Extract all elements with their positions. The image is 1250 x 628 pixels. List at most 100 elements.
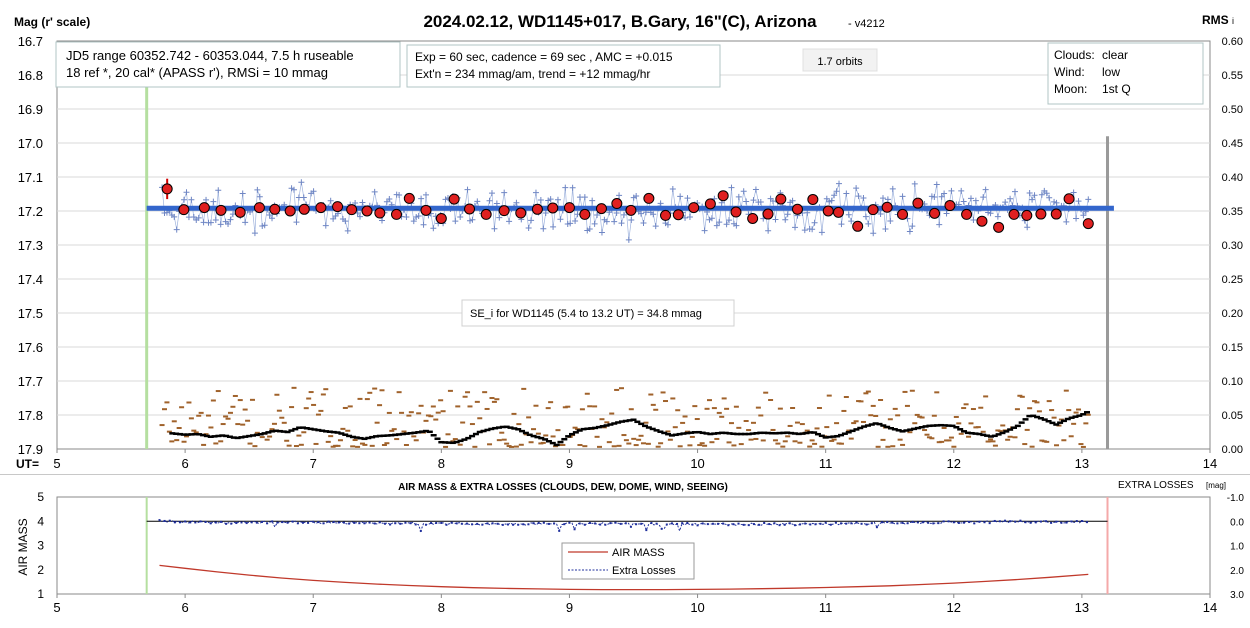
unbinned-point <box>1075 198 1082 205</box>
extra-losses-point <box>312 520 315 523</box>
binned-point <box>1082 218 1094 230</box>
extra-losses-point <box>404 521 407 524</box>
unbinned-point <box>410 218 417 225</box>
se-note: SE_i for WD1145 (5.4 to 13.2 UT) = 34.8 … <box>470 308 702 320</box>
extra-losses-point <box>752 523 755 526</box>
y-tick-label: 17.5 <box>18 306 43 321</box>
unbinned-point <box>616 192 623 199</box>
unbinned-point <box>782 216 789 223</box>
unbinned-point <box>474 198 481 205</box>
binned-point <box>775 193 787 205</box>
top-chart-title: 2024.02.12, WD1145+017, B.Gary, 16"(C), … <box>423 12 817 31</box>
info-box-range: JD5 range 60352.742 - 60353.044, 7.5 h r… <box>55 41 401 88</box>
unbinned-point <box>469 216 476 223</box>
unbinned-point <box>972 197 979 204</box>
binned-point <box>420 204 432 216</box>
unbinned-point <box>418 195 425 202</box>
unbinned-point <box>784 211 791 218</box>
extra-losses-point <box>788 522 791 525</box>
extra-losses-point <box>476 522 479 525</box>
unbinned-point <box>589 197 596 204</box>
unbinned-point <box>831 192 838 199</box>
conditions-box: Clouds: clear Wind: low Moon: 1st Q <box>1047 42 1204 105</box>
unbinned-point <box>327 197 334 204</box>
unbinned-point <box>716 219 723 226</box>
unbinned-point <box>838 221 845 228</box>
unbinned-point <box>594 211 601 218</box>
extra-losses-point <box>281 521 284 524</box>
y-axis-right-ticks: 0.60 0.55 0.50 0.45 0.40 0.35 0.30 0.25 0.20 0.15… <box>1222 36 1243 456</box>
extra-losses-point <box>291 520 294 523</box>
unbinned-point <box>882 226 889 233</box>
unbinned-point <box>210 198 217 205</box>
extra-losses-point <box>809 523 812 526</box>
unbinned-point <box>931 194 938 201</box>
x-tick-label: 8 <box>438 456 445 471</box>
bottom-y-axis-right-ticks: -1.0 0.0 1.0 2.0 3.0 <box>1227 493 1245 601</box>
unbinned-point <box>848 218 855 225</box>
unbinned-point <box>938 193 945 200</box>
extra-losses-point <box>624 522 627 525</box>
unbinned-point <box>261 222 268 229</box>
unbinned-point <box>532 189 539 196</box>
binned-point <box>717 190 729 202</box>
unbinned-point <box>188 196 195 203</box>
extra-losses-point <box>378 521 381 524</box>
extra-losses-point <box>655 522 658 525</box>
info-range-line2: 18 ref *, 20 cal* (APASS r'), RMSi = 10 … <box>66 65 328 80</box>
unbinned-point <box>506 218 513 225</box>
binned-point <box>547 202 559 214</box>
unbinned-point <box>889 185 896 192</box>
x-tick-label: 13 <box>1075 456 1089 471</box>
legend: AIR MASS Extra Losses <box>561 542 695 580</box>
unbinned-point <box>1024 224 1031 231</box>
extra-losses-point <box>968 521 971 524</box>
rms-scatter-points <box>159 386 1091 448</box>
unbinned-point <box>701 227 708 234</box>
unbinned-point <box>266 212 273 219</box>
extra-losses-point <box>614 521 617 524</box>
orbits-box: 1.7 orbits <box>802 48 878 72</box>
extra-losses-point <box>732 523 735 526</box>
unbinned-point <box>994 213 1001 220</box>
extra-losses-point <box>665 523 668 526</box>
unbinned-point <box>1073 215 1080 222</box>
unbinned-point <box>598 229 605 236</box>
extra-losses-point <box>952 521 955 524</box>
unbinned-point <box>887 217 894 224</box>
extra-losses-point <box>594 522 597 525</box>
extra-losses-point <box>1086 521 1089 524</box>
binned-point <box>672 209 684 221</box>
unbinned-point <box>652 223 659 230</box>
binned-point <box>595 203 607 215</box>
unbinned-point <box>1002 199 1009 206</box>
unbinned-point <box>750 197 757 204</box>
extra-losses-point <box>670 522 673 525</box>
extra-losses-point <box>363 522 366 525</box>
extra-losses-point <box>573 528 576 531</box>
unbinned-point <box>225 220 232 227</box>
extra-losses-point <box>988 522 991 525</box>
bottom-y-tick-label: 5 <box>37 490 44 504</box>
extra-losses-point <box>225 522 228 525</box>
y-tick-label: 17.3 <box>18 238 43 253</box>
bottom-x-tick-label: 14 <box>1203 600 1217 615</box>
extra-losses-point <box>163 519 166 522</box>
binned-point <box>178 204 190 216</box>
extra-losses-point <box>1050 521 1053 524</box>
extra-losses-point <box>886 521 889 524</box>
extra-losses-point <box>865 523 868 526</box>
extra-losses-point <box>327 520 330 523</box>
bottom-y-axis-label-right: EXTRA LOSSES <box>1118 480 1194 491</box>
extra-losses-point <box>230 522 233 525</box>
extra-losses-point <box>332 521 335 524</box>
extra-losses-point <box>537 521 540 524</box>
extra-losses-point <box>978 520 981 523</box>
unbinned-point <box>909 223 916 230</box>
extra-losses-point <box>219 520 222 523</box>
rms-binned-points <box>169 411 1091 447</box>
extra-losses-point <box>922 521 925 524</box>
unbinned-point <box>770 198 777 205</box>
unbinned-point <box>811 219 818 226</box>
unbinned-point <box>496 214 503 221</box>
